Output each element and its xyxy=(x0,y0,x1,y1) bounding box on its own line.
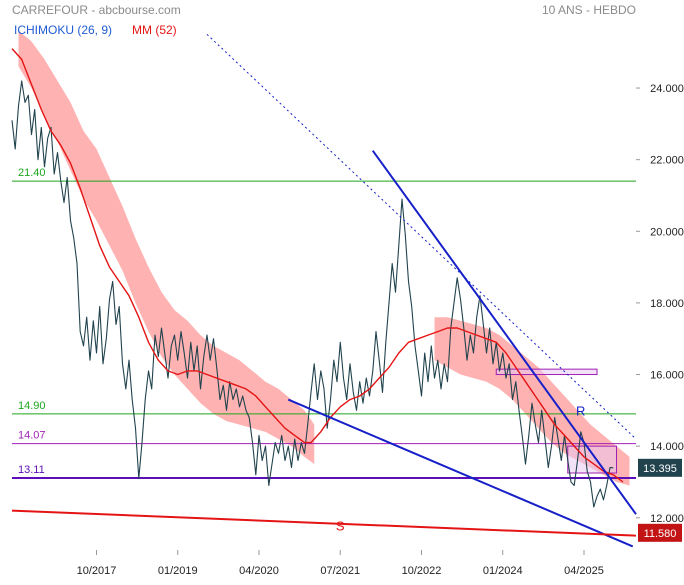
price-tag-bg xyxy=(638,458,682,477)
y-tick-label: 22.000 xyxy=(650,155,684,167)
price-tag-label: 13.395 xyxy=(643,463,677,475)
y-tick-label: 14.000 xyxy=(650,441,684,453)
price-series xyxy=(11,48,624,508)
x-tick-label: 07/2021 xyxy=(320,565,360,577)
y-tick-label: 18.000 xyxy=(650,298,684,310)
y-tick-label: 16.000 xyxy=(650,370,684,382)
y-tick-label: 24.000 xyxy=(650,83,684,95)
lower-highlight-box xyxy=(567,445,617,474)
long-support-line-s xyxy=(11,509,637,537)
y-tick-label: 12.000 xyxy=(650,513,684,525)
x-tick-label: 10/2022 xyxy=(402,565,442,577)
legend-mm52: MM (52) xyxy=(132,23,177,37)
level-label-14.90: 14.90 xyxy=(18,400,46,412)
chart-title: CARREFOUR - abcbourse.com xyxy=(12,3,181,17)
moving-average-line xyxy=(11,48,624,483)
upper-highlight-box xyxy=(495,368,598,376)
highlight-boxes xyxy=(495,368,617,474)
dotted-channel-line xyxy=(206,33,637,440)
price-tags: 13.395 11.580 xyxy=(638,458,682,542)
x-tick-label: 10/2017 xyxy=(77,565,117,577)
annotation-r: R xyxy=(576,404,585,419)
trendlines xyxy=(11,33,637,548)
annotations: RS xyxy=(336,404,586,534)
level-label-21.40: 21.40 xyxy=(18,167,46,179)
x-tick-label: 04/2020 xyxy=(239,565,279,577)
ichimoku-cloud-segment-1 xyxy=(18,30,315,465)
price-tag-bg xyxy=(638,523,682,542)
resistance-trendline xyxy=(371,150,637,515)
price-line xyxy=(11,80,614,508)
x-tick-label: 04/2025 xyxy=(564,565,604,577)
level-label-13.11: 13.11 xyxy=(18,464,45,476)
ichimoku-cloud xyxy=(18,30,630,486)
chart-period: 10 ANS - HEBDO xyxy=(542,3,636,17)
price-tag-label: 11.580 xyxy=(644,528,677,540)
legend-ichimoku: ICHIMOKU (26, 9) xyxy=(14,23,112,37)
chart-axes: 24.000 22.000 20.000 18.000 16.000 14.000 12.0… xyxy=(77,83,684,577)
x-tick-label: 01/2024 xyxy=(483,565,523,577)
x-tick-label: 01/2019 xyxy=(158,565,198,577)
annotation-s: S xyxy=(336,518,345,533)
level-label-14.07: 14.07 xyxy=(18,430,46,442)
support-trendline xyxy=(287,398,634,548)
horizontal-levels: 21.40 14.90 14.07 13.11 xyxy=(12,167,636,480)
y-tick-label: 20.000 xyxy=(650,226,684,238)
